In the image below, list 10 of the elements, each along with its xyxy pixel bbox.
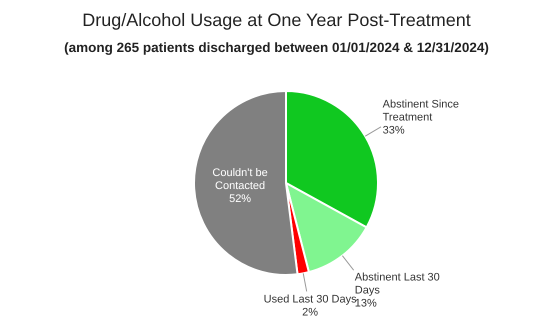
data-label: 33% bbox=[382, 124, 405, 136]
slice-label: Used Last 30 Days bbox=[264, 293, 358, 306]
data-label: 52% bbox=[229, 192, 252, 205]
data-label: 2% bbox=[302, 306, 318, 318]
chart-subtitle: (among 265 patients discharged between 01/01/2024 & 12/31/2024) bbox=[63, 40, 490, 55]
data-label: 13% bbox=[354, 298, 378, 310]
slice-label: Abstinent Last 30 Days bbox=[354, 272, 440, 297]
chart-title: Drug/Alcohol Usage at One Year Post-Treatment bbox=[81, 10, 472, 31]
slice-label: Abstinent Since Treatment bbox=[382, 98, 460, 124]
slice-label: Couldn't be Contacted bbox=[212, 166, 268, 192]
